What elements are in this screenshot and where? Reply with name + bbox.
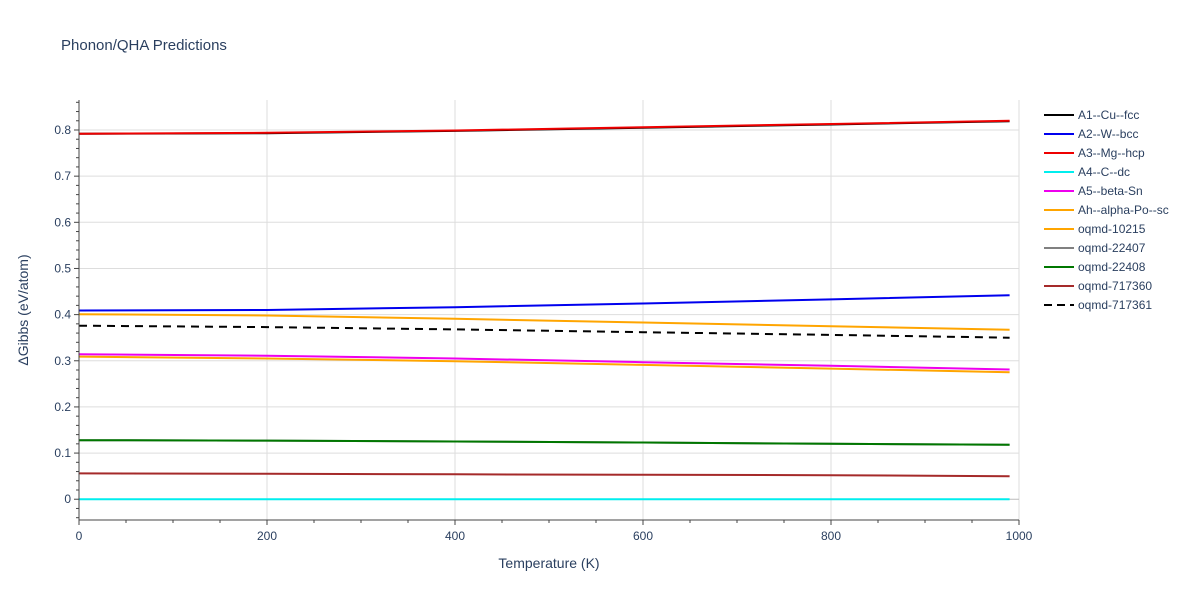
legend-label: A2--W--bcc: [1078, 127, 1138, 141]
series-line-oqmd-22408: [78, 439, 1010, 446]
legend: A1--Cu--fcc A2--W--bcc A3--Mg--hcp A4--C--d…: [1044, 108, 1169, 312]
y-tick-label: 0.5: [54, 261, 71, 275]
legend-label: oqmd-22408: [1078, 260, 1146, 274]
legend-label: A4--C--dc: [1078, 165, 1130, 179]
y-tick-label: 0.7: [54, 169, 71, 183]
x-tick-label: 600: [633, 529, 653, 543]
legend-item[interactable]: oqmd-22408: [1044, 260, 1146, 274]
y-tick-label: 0.3: [54, 354, 71, 368]
series-line-oqmd-10215: [78, 313, 1010, 331]
y-tick-layer: 0 0.1 0.2 0.3 0.4 0.5 0.6 0.7 0.8: [54, 101, 79, 519]
x-tick-label: 400: [445, 529, 465, 543]
series-layer: [78, 119, 1010, 501]
series-line-ah-alpha-po-sc: [78, 355, 1010, 374]
series-line-a2-w-bcc: [78, 294, 1010, 312]
legend-label: oqmd-717361: [1078, 298, 1152, 312]
legend-label: A5--beta-Sn: [1078, 184, 1143, 198]
x-axis-title: Temperature (K): [498, 555, 599, 571]
legend-label: Ah--alpha-Po--sc: [1078, 203, 1169, 217]
y-tick-label: 0.2: [54, 400, 71, 414]
legend-item[interactable]: A5--beta-Sn: [1044, 184, 1143, 198]
legend-item[interactable]: oqmd-717360: [1044, 279, 1152, 293]
y-tick-label: 0.1: [54, 446, 71, 460]
y-tick-label: 0.8: [54, 123, 71, 137]
series-line-oqmd-717360: [78, 472, 1010, 478]
legend-item[interactable]: A4--C--dc: [1044, 165, 1130, 179]
series-line-a3-mg-hcp: [78, 119, 1010, 135]
legend-label: oqmd-10215: [1078, 222, 1146, 236]
legend-label: A1--Cu--fcc: [1078, 108, 1139, 122]
x-tick-label: 800: [821, 529, 841, 543]
chart-title: Phonon/QHA Predictions: [61, 37, 227, 54]
legend-item[interactable]: oqmd-10215: [1044, 222, 1146, 236]
legend-item[interactable]: oqmd-717361: [1044, 298, 1152, 312]
legend-item[interactable]: A2--W--bcc: [1044, 127, 1138, 141]
y-tick-label: 0: [64, 492, 71, 506]
y-tick-label: 0.4: [54, 308, 71, 322]
legend-label: oqmd-717360: [1078, 279, 1152, 293]
legend-label: oqmd-22407: [1078, 241, 1146, 255]
x-tick-label: 200: [257, 529, 277, 543]
x-tick-label: 1000: [1006, 529, 1033, 543]
legend-item[interactable]: A1--Cu--fcc: [1044, 108, 1139, 122]
x-tick-layer: 0 200 400 600 800 1000: [76, 520, 1033, 543]
y-axis-title: ΔGibbs (eV/atom): [15, 254, 31, 365]
legend-label: A3--Mg--hcp: [1078, 146, 1145, 160]
series-line-a5-beta-sn: [78, 353, 1010, 371]
grid-layer: [79, 100, 1020, 520]
legend-item[interactable]: A3--Mg--hcp: [1044, 146, 1145, 160]
y-tick-label: 0.6: [54, 215, 71, 229]
legend-item[interactable]: Ah--alpha-Po--sc: [1044, 203, 1169, 217]
legend-item[interactable]: oqmd-22407: [1044, 241, 1146, 255]
x-tick-label: 0: [76, 529, 83, 543]
series-line-oqmd-717361: [78, 324, 1010, 339]
